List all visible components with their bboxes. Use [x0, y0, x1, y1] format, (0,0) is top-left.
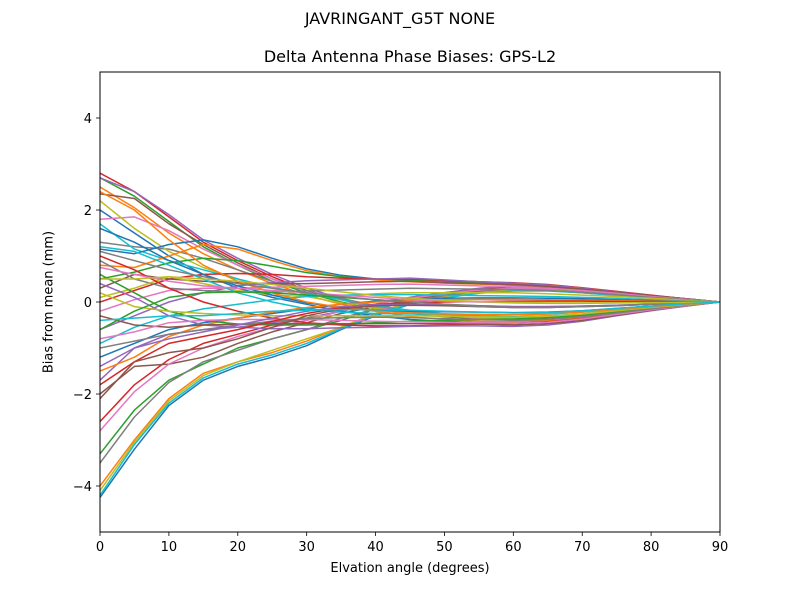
figure-suptitle: JAVRINGANT_G5T NONE	[304, 9, 496, 28]
y-tick-label: 4	[84, 112, 92, 127]
x-tick-label: 10	[161, 540, 178, 555]
x-axis-label: Elvation angle (degrees)	[330, 561, 490, 576]
x-tick-label: 90	[712, 540, 729, 555]
series-line	[100, 190, 720, 316]
series-line	[100, 283, 720, 312]
x-tick-label: 50	[436, 540, 453, 555]
series-line	[100, 275, 720, 304]
chart-title: Delta Antenna Phase Biases: GPS-L2	[263, 47, 557, 66]
series-line	[100, 293, 720, 345]
series-line	[100, 301, 720, 340]
y-tick-label: −4	[73, 480, 92, 495]
series-line	[100, 301, 720, 322]
x-tick-label: 0	[96, 540, 104, 555]
series-line	[100, 292, 720, 318]
series-line	[100, 273, 720, 303]
x-axis-ticks: 0 10 20 30 40 50 60 70 80 90	[96, 532, 728, 555]
series-line	[100, 300, 720, 386]
x-tick-label: 60	[505, 540, 522, 555]
y-tick-label: 2	[84, 204, 92, 219]
series-line	[100, 250, 720, 309]
x-tick-label: 30	[298, 540, 315, 555]
series-line	[100, 275, 720, 303]
series-line	[100, 259, 720, 303]
x-tick-label: 80	[643, 540, 660, 555]
x-tick-label: 40	[367, 540, 384, 555]
series-lines	[100, 172, 720, 498]
series-line	[100, 301, 720, 329]
series-line	[100, 301, 720, 349]
y-axis-ticks: −4 −2 0 2 4	[73, 112, 100, 495]
x-tick-label: 70	[574, 540, 591, 555]
y-tick-label: −2	[73, 388, 92, 403]
x-tick-label: 20	[230, 540, 247, 555]
y-tick-label: 0	[84, 296, 92, 311]
